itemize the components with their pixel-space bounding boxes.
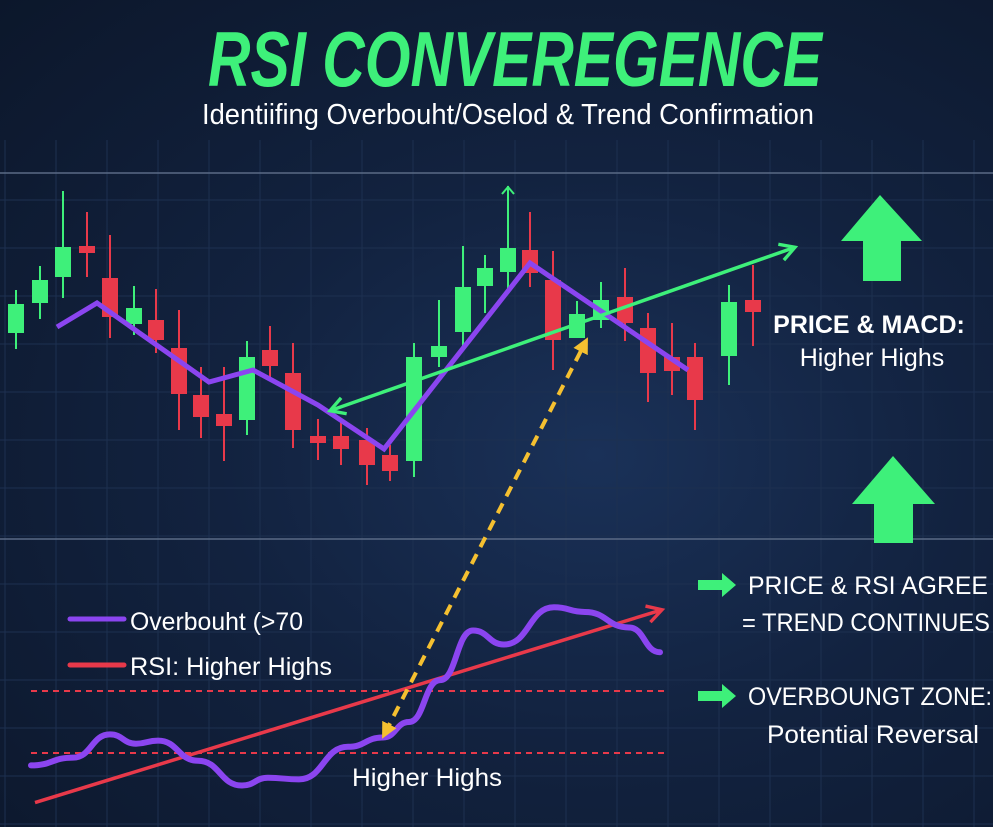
bearish-candle	[382, 455, 398, 471]
right-arrow-icon	[698, 684, 736, 708]
bullish-candle	[8, 304, 24, 333]
bullish-candle	[239, 357, 255, 420]
bearish-candle	[745, 300, 761, 312]
bearish-candle	[333, 436, 349, 449]
up-arrow-icon	[841, 195, 922, 281]
bearish-candle	[79, 246, 95, 253]
bullish-candle	[455, 287, 471, 332]
bullish-candle	[431, 346, 447, 357]
agree-sublabel: = TREND CONTINUES	[742, 609, 990, 637]
price-line	[55, 259, 690, 453]
price-macd-label: PRICE & MACD:	[773, 311, 965, 339]
price-macd-sublabel: Higher Highs	[800, 344, 945, 372]
bearish-candle	[285, 373, 301, 430]
up-arrow-icon	[852, 456, 935, 543]
agree-label: PRICE & RSI AGREE	[748, 572, 988, 600]
bearish-candle	[148, 320, 164, 340]
legend-label: Overbouht (>70	[130, 608, 303, 636]
bullish-candle	[500, 248, 516, 272]
bearish-candle	[359, 440, 375, 465]
subtitle: Identiifing Overbouht/Oselod & Trend Con…	[202, 99, 814, 131]
wick-arrow-icon	[501, 185, 515, 195]
title: RSI CONVEREGENCE	[208, 15, 823, 103]
bullish-candle	[126, 308, 142, 324]
legend-label: RSI: Higher Highs	[130, 653, 332, 681]
zone-label: OVERBOUNGT ZONE:	[748, 683, 992, 711]
bearish-candle	[216, 414, 232, 426]
rsi-higher-highs-label: Higher Highs	[352, 764, 502, 792]
bearish-candle	[310, 436, 326, 443]
bearish-candle	[687, 357, 703, 400]
bearish-candle	[262, 350, 278, 366]
bullish-candle	[477, 268, 493, 286]
divergence-arrow	[382, 337, 588, 739]
bullish-candle	[55, 247, 71, 277]
zone-sublabel: Potential Reversal	[767, 721, 979, 749]
bullish-candle	[32, 280, 48, 303]
bullish-candle	[721, 302, 737, 356]
rsi-panel	[28, 337, 668, 805]
bearish-candle	[193, 395, 209, 417]
overlays	[55, 185, 799, 453]
right-arrow-icon	[698, 573, 736, 597]
bearish-candle	[640, 328, 656, 373]
